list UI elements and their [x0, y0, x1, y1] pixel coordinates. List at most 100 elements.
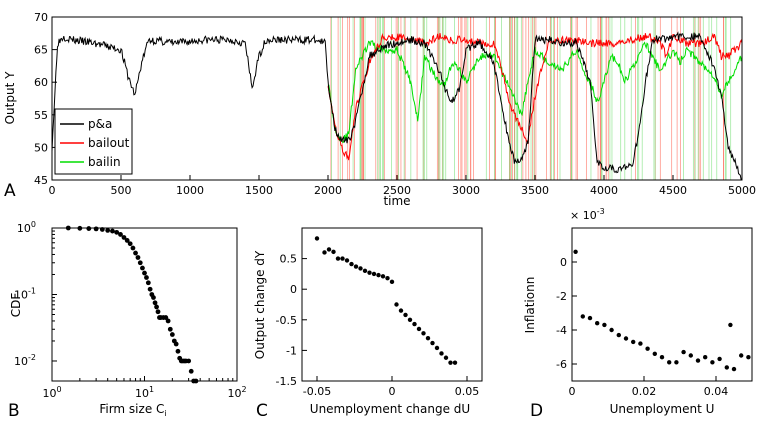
x-tick-label: 5000 — [728, 184, 756, 197]
data-point — [135, 255, 141, 260]
series-line-pa — [51, 31, 743, 181]
data-point — [137, 260, 143, 266]
legend-label-bailout: bailout — [88, 136, 130, 150]
data-point — [121, 235, 127, 240]
data-point — [443, 355, 449, 360]
data-point — [659, 355, 665, 360]
data-point — [439, 351, 444, 356]
y-tick-label: -6 — [556, 358, 567, 371]
data-point — [616, 332, 621, 338]
panel-b-xlabel: Firm size Ci — [99, 402, 166, 418]
data-point — [165, 318, 171, 324]
data-point — [623, 336, 629, 341]
data-point — [175, 348, 181, 354]
y-tick-label: 45 — [34, 174, 48, 187]
data-point — [407, 317, 413, 322]
panel-d-axes-box — [571, 227, 753, 382]
legend-label-pa: p&a — [88, 117, 112, 131]
legend-label-bailin: bailin — [88, 155, 121, 169]
x-tick-label: 100 — [42, 385, 61, 400]
panel-d-exponent-base: × 10 — [570, 209, 597, 222]
data-point — [398, 308, 404, 313]
data-point — [314, 236, 320, 241]
y-tick-label: 100 — [17, 220, 36, 235]
data-point — [631, 339, 636, 345]
data-point — [674, 360, 679, 365]
panel-b-axes-box — [51, 227, 238, 382]
panel-a-legend: p&a bailout bailin — [54, 108, 133, 175]
data-point — [163, 315, 169, 320]
y-tick-label: -0.5 — [276, 314, 297, 327]
x-tick-label: 0 — [569, 385, 576, 398]
data-point — [133, 250, 138, 256]
panel-b-xlabel-main: Firm size C — [99, 402, 164, 416]
panel-a: 0 500 1000 1500 2000 2500 3000 3500 4000 4500 5000… — [3, 11, 756, 208]
data-point — [416, 326, 422, 332]
data-point — [731, 366, 737, 372]
panel-d-letter: D — [530, 401, 543, 421]
data-point — [114, 229, 120, 235]
y-tick-label: 0 — [290, 283, 297, 296]
x-tick-label: 2500 — [383, 184, 411, 197]
panel-c-xlabel: Unemployment change dU — [310, 402, 470, 416]
data-point — [728, 322, 733, 328]
series-line-bailout — [327, 32, 743, 161]
panel-b-ylabel: CDF — [9, 293, 23, 318]
y-tick-label: 70 — [34, 11, 48, 24]
data-point — [349, 261, 354, 267]
x-tick-label: 3000 — [452, 184, 480, 197]
panel-a-letter: A — [4, 181, 16, 201]
panel-c-ylabel: Output change dY — [253, 250, 267, 359]
panel-b-xlabel-sub: i — [164, 409, 166, 418]
x-tick-label: 0 — [389, 385, 396, 398]
panel-d-exponent-power: -3 — [597, 207, 605, 216]
panel-c-letter: C — [256, 401, 268, 421]
data-point — [340, 256, 345, 261]
data-point — [403, 312, 408, 318]
data-point — [371, 271, 377, 277]
data-point — [145, 280, 151, 286]
data-point — [595, 321, 600, 326]
panel-b-letter: B — [8, 401, 20, 421]
panel-a-series — [51, 31, 743, 181]
y-tick-label: -1 — [286, 344, 297, 357]
data-point — [724, 365, 729, 370]
data-point — [142, 270, 147, 276]
data-point — [110, 228, 115, 234]
data-point — [124, 238, 130, 243]
data-point — [667, 360, 672, 365]
data-point — [331, 249, 336, 255]
y-tick-label: 10-1 — [14, 286, 36, 301]
y-tick-label: -4 — [556, 324, 567, 337]
panel-a-xlabel: time — [383, 194, 410, 208]
x-tick-label: 1500 — [245, 184, 273, 197]
panel-d: 0 0.02 0.04 -6 -4 -2 0 × 10-3 Unemployment U I… — [523, 207, 753, 421]
data-point — [155, 309, 161, 315]
data-point — [173, 341, 179, 347]
data-point — [389, 279, 395, 285]
data-point — [130, 245, 136, 251]
y-tick-label: -2 — [556, 290, 567, 303]
panel-d-ticks: 0 0.02 0.04 -6 -4 -2 0 — [556, 256, 728, 398]
data-point — [86, 226, 92, 231]
x-tick-label: 2000 — [314, 184, 342, 197]
data-point — [151, 295, 156, 300]
y-tick-label: 50 — [34, 141, 48, 154]
y-tick-label: 55 — [34, 109, 48, 122]
x-tick-label: 500 — [111, 184, 132, 197]
x-tick-label: 0.05 — [455, 385, 480, 398]
data-point — [688, 353, 693, 358]
data-point — [367, 270, 372, 275]
data-point — [326, 247, 332, 252]
data-point — [573, 249, 578, 254]
data-point — [425, 335, 431, 341]
panel-b: 100 101 102 100 10-1 10-2 Firm size Ci CDF B — [8, 220, 247, 421]
series-line-bailin — [327, 40, 743, 143]
x-tick-label: 0.02 — [632, 385, 657, 398]
data-point — [580, 314, 585, 319]
data-point — [645, 346, 650, 351]
data-point — [385, 275, 390, 281]
data-point — [186, 358, 192, 364]
data-point — [394, 302, 399, 307]
data-point — [154, 304, 159, 310]
